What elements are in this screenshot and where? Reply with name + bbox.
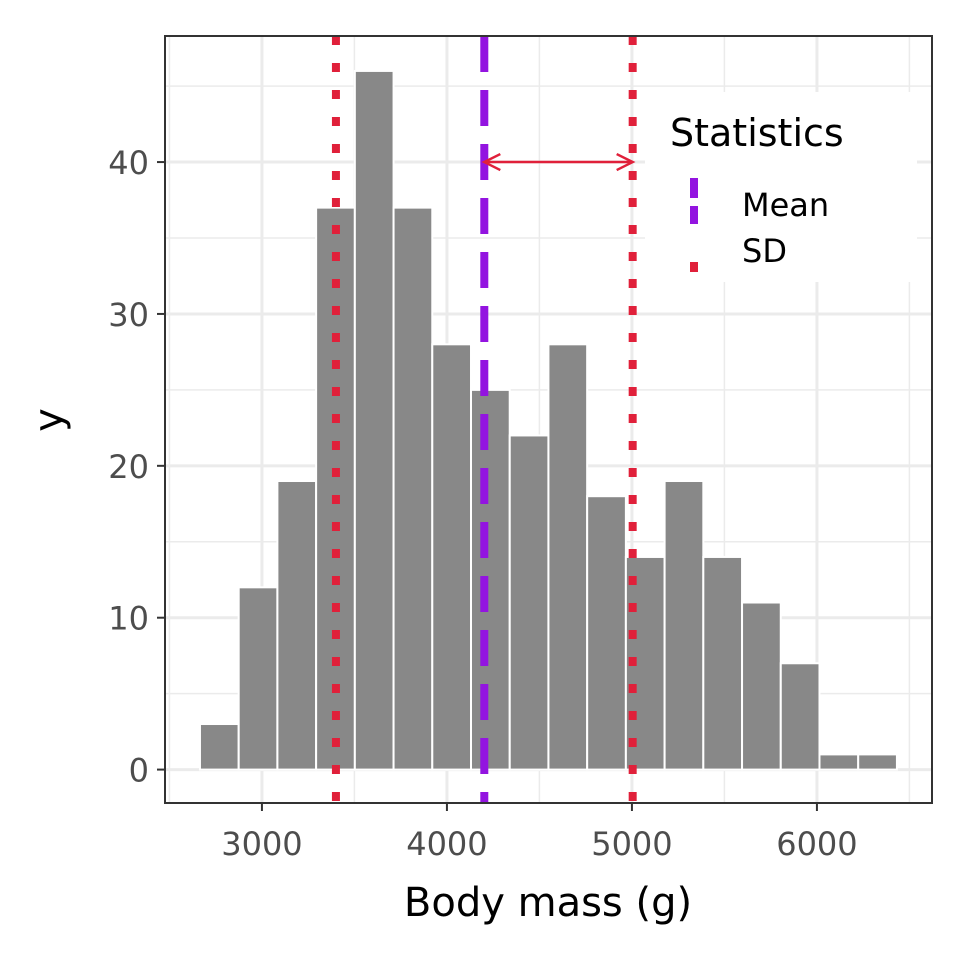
statistic-lines [331,36,637,803]
bars [198,69,898,771]
histogram-bar [818,753,860,771]
histogram-bar [586,495,627,771]
legend: Statistics Mean SD [645,92,917,282]
x-tick-label: 6000 [776,825,857,863]
histogram-bar [663,480,705,771]
histogram-bar [431,343,473,771]
legend-label-sd: SD [742,232,787,270]
histogram-bar [276,480,318,771]
y-tick-label: 0 [129,752,149,790]
histogram-bar [508,434,550,771]
y-tick-label: 10 [108,600,149,638]
histogram-bar [353,69,395,771]
arrow-head-right [616,152,636,172]
histogram-bar [315,206,356,771]
histogram-bar [470,388,511,771]
x-tick-label: 4000 [406,825,487,863]
histogram-bar [702,555,744,771]
histogram-bar [392,206,434,771]
legend-label-mean: Mean [742,186,829,224]
y-tick-label: 30 [108,296,149,334]
arrow-head-left [481,152,501,172]
histogram-bar [857,753,898,771]
y-axis-label: y [26,408,72,432]
x-tick-label: 5000 [591,825,672,863]
x-tick-label: 3000 [221,825,302,863]
panel-border [164,35,933,804]
axes: 3000 4000 5000 6000 0 10 20 30 40 [108,144,857,863]
histogram-bar [198,723,240,771]
histogram-bar [547,343,589,771]
y-tick-label: 40 [108,144,149,182]
histogram-bar [237,586,279,771]
legend-title: Statistics [670,111,844,155]
histogram-bar [779,662,821,771]
y-tick-label: 20 [108,448,149,486]
histogram-bar [741,601,782,771]
x-axis-label: Body mass (g) [404,880,692,926]
